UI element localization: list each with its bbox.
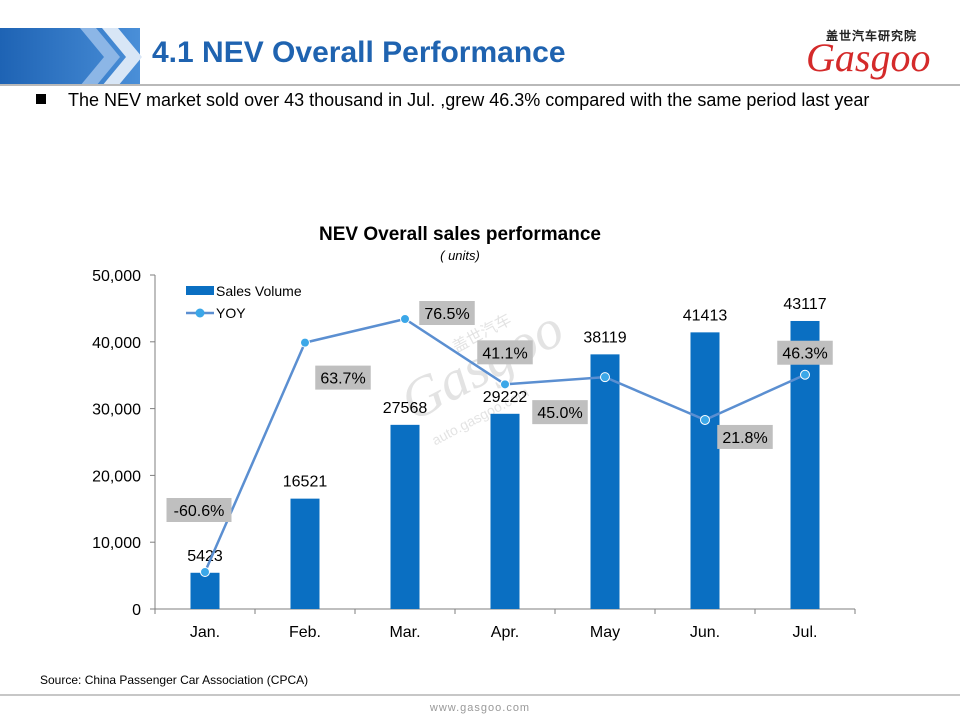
yoy-marker	[800, 369, 810, 380]
yoy-label-box	[777, 340, 833, 365]
bar-value-label: 27568	[383, 400, 428, 417]
bar-value-label: 38119	[583, 329, 626, 346]
summary-bullet-text: The NEV market sold over 43 thousand in …	[68, 90, 870, 110]
logo-chinese-text: 盖世汽车研究院	[826, 29, 918, 43]
yoy-marker	[500, 379, 510, 390]
sales-bar	[790, 320, 820, 609]
sales-bar	[490, 413, 520, 609]
source-note: Source: China Passenger Car Association …	[40, 673, 309, 687]
chart-title: NEV Overall sales performance	[319, 224, 601, 245]
yoy-marker	[400, 314, 410, 324]
yoy-label-box	[532, 400, 588, 425]
legend-line-marker	[195, 308, 205, 318]
chart-subtitle: ( units)	[440, 248, 480, 263]
yoy-value-label: -60.6%	[174, 503, 225, 520]
footer-url: www.gasgoo.com	[429, 702, 531, 714]
x-tick-label: Jan.	[190, 624, 220, 641]
yoy-marker	[300, 337, 310, 348]
legend-bar-label: Sales Volume	[216, 283, 302, 299]
legend-bar-swatch	[186, 286, 214, 295]
y-tick-label: 30,000	[92, 402, 141, 419]
yoy-value-label: 21.8%	[722, 430, 767, 447]
bar-value-label: 43117	[783, 296, 826, 313]
yoy-marker	[600, 372, 610, 383]
yoy-label-box	[315, 365, 371, 390]
yoy-value-label: 46.3%	[782, 346, 827, 363]
yoy-marker	[700, 414, 710, 425]
yoy-label-box	[419, 301, 475, 325]
x-tick-label: Apr.	[491, 624, 519, 641]
x-tick-label: Mar.	[389, 624, 420, 641]
sales-bar	[690, 332, 720, 609]
chevron-decoration-icon	[80, 28, 142, 86]
footer-divider	[0, 694, 960, 696]
yoy-label-box	[477, 340, 533, 365]
logo-wordmark: Gasgoo	[806, 35, 931, 80]
page-title: 4.1 NEV Overall Performance	[152, 36, 566, 69]
legend-line-label: YOY	[216, 305, 246, 321]
x-tick-label: Feb.	[289, 624, 321, 641]
y-tick-label: 20,000	[92, 468, 141, 485]
yoy-label-box	[166, 498, 232, 522]
yoy-value-label: 63.7%	[320, 371, 365, 388]
bar-value-label: 5423	[187, 548, 223, 565]
yoy-value-label: 45.0%	[537, 405, 582, 422]
bar-value-label: 16521	[283, 474, 328, 491]
yoy-value-label: 41.1%	[482, 345, 527, 362]
yoy-value-label: 76.5%	[424, 306, 469, 323]
y-tick-label: 10,000	[92, 535, 141, 552]
header-divider	[0, 84, 960, 86]
y-tick-label: 50,000	[92, 268, 141, 285]
y-tick-label: 40,000	[92, 335, 141, 352]
x-tick-label: Jul.	[793, 624, 818, 641]
sales-bar	[190, 572, 220, 609]
x-tick-label: May	[590, 624, 620, 641]
bar-value-label: 41413	[683, 307, 728, 324]
yoy-label-box	[717, 424, 773, 449]
bullet-square-icon	[36, 94, 46, 104]
yoy-marker	[200, 567, 210, 577]
sales-bar	[590, 354, 620, 609]
y-tick-label: 0	[132, 602, 141, 619]
sales-bar	[290, 498, 320, 609]
x-tick-label: Jun.	[690, 624, 720, 641]
sales-bar	[390, 424, 420, 609]
bar-value-label: 29222	[483, 389, 528, 406]
